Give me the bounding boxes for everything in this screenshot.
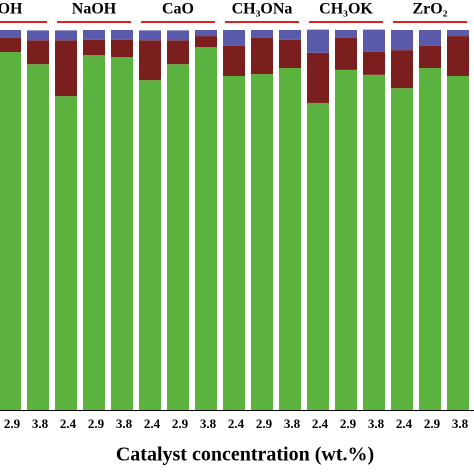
bar-segment bbox=[419, 45, 441, 68]
group-label: NaOH bbox=[72, 1, 117, 18]
x-tick-label: 2.4 bbox=[60, 416, 77, 431]
x-tick-label: 2.4 bbox=[312, 416, 329, 431]
bar-segment bbox=[167, 30, 189, 41]
bar-segment bbox=[27, 40, 49, 65]
bar-segment bbox=[55, 96, 77, 411]
bar-segment bbox=[419, 68, 441, 410]
group-label: CH₃ONa bbox=[232, 1, 293, 18]
group-label: OH bbox=[0, 1, 23, 18]
x-tick-label: 2.4 bbox=[396, 416, 413, 431]
bar-segment bbox=[307, 102, 329, 411]
bar-segment bbox=[279, 30, 301, 40]
bar-segment bbox=[0, 30, 21, 38]
x-axis-title: Catalyst concentration (wt.%) bbox=[116, 444, 374, 466]
bar-segment bbox=[0, 52, 21, 410]
group-label: ZrO₂ bbox=[412, 1, 447, 18]
x-tick-label: 2.9 bbox=[4, 416, 21, 431]
bar-segment bbox=[447, 36, 469, 76]
group-label: CaO bbox=[162, 1, 194, 18]
bar-segment bbox=[391, 88, 413, 410]
bar-segment bbox=[83, 39, 105, 56]
bar-segment bbox=[111, 56, 133, 410]
bar-segment bbox=[195, 36, 217, 48]
bar-segment bbox=[251, 37, 273, 75]
bar-segment bbox=[279, 39, 301, 68]
x-tick-label: 3.8 bbox=[368, 416, 385, 431]
bar-segment bbox=[335, 37, 357, 70]
x-tick-label: 3.8 bbox=[284, 416, 301, 431]
bar-segment bbox=[139, 30, 161, 41]
bar-segment bbox=[223, 45, 245, 76]
bar-segment bbox=[447, 30, 469, 37]
bar-segment bbox=[27, 64, 49, 410]
bar-segment bbox=[83, 55, 105, 411]
bar-segment bbox=[83, 30, 105, 40]
x-tick-label: 3.8 bbox=[116, 416, 133, 431]
bar-segment bbox=[363, 74, 385, 410]
bar-segment bbox=[307, 29, 329, 53]
x-tick-label: 2.9 bbox=[424, 416, 441, 431]
bar-segment bbox=[391, 50, 413, 89]
bar-segment bbox=[335, 30, 357, 38]
bar-segment bbox=[307, 52, 329, 103]
x-tick-label: 2.9 bbox=[172, 416, 189, 431]
bar-segment bbox=[223, 30, 245, 46]
bar-segment bbox=[139, 80, 161, 410]
x-tick-label: 2.9 bbox=[340, 416, 357, 431]
bar-segment bbox=[55, 40, 77, 97]
bar-segment bbox=[223, 75, 245, 410]
bar-segment bbox=[447, 75, 469, 410]
bar-segment bbox=[391, 30, 413, 51]
x-tick-label: 3.8 bbox=[200, 416, 217, 431]
x-tick-label: 2.4 bbox=[228, 416, 245, 431]
bar-segment bbox=[167, 64, 189, 410]
bar-segment bbox=[139, 40, 161, 81]
bar-segment bbox=[279, 68, 301, 410]
bar-segment bbox=[195, 47, 217, 410]
bar-segment bbox=[167, 40, 189, 65]
bar-segment bbox=[419, 30, 441, 46]
bar-segment bbox=[0, 37, 21, 53]
x-tick-label: 2.4 bbox=[144, 416, 161, 431]
bar-segment bbox=[335, 69, 357, 411]
bar-segment bbox=[27, 30, 49, 41]
bar-segment bbox=[363, 29, 385, 52]
bar-segment bbox=[251, 74, 273, 410]
bar-segment bbox=[195, 30, 217, 37]
bar-segment bbox=[55, 30, 77, 41]
x-tick-label: 2.9 bbox=[256, 416, 273, 431]
bar-segment bbox=[111, 30, 133, 40]
x-tick-label: 2.9 bbox=[88, 416, 105, 431]
bar-segment bbox=[363, 51, 385, 75]
bar-segment bbox=[111, 39, 133, 57]
group-label: CH₃OK bbox=[319, 1, 373, 18]
x-tick-label: 3.8 bbox=[452, 416, 469, 431]
x-tick-label: 3.8 bbox=[32, 416, 49, 431]
bar-segment bbox=[251, 30, 273, 38]
